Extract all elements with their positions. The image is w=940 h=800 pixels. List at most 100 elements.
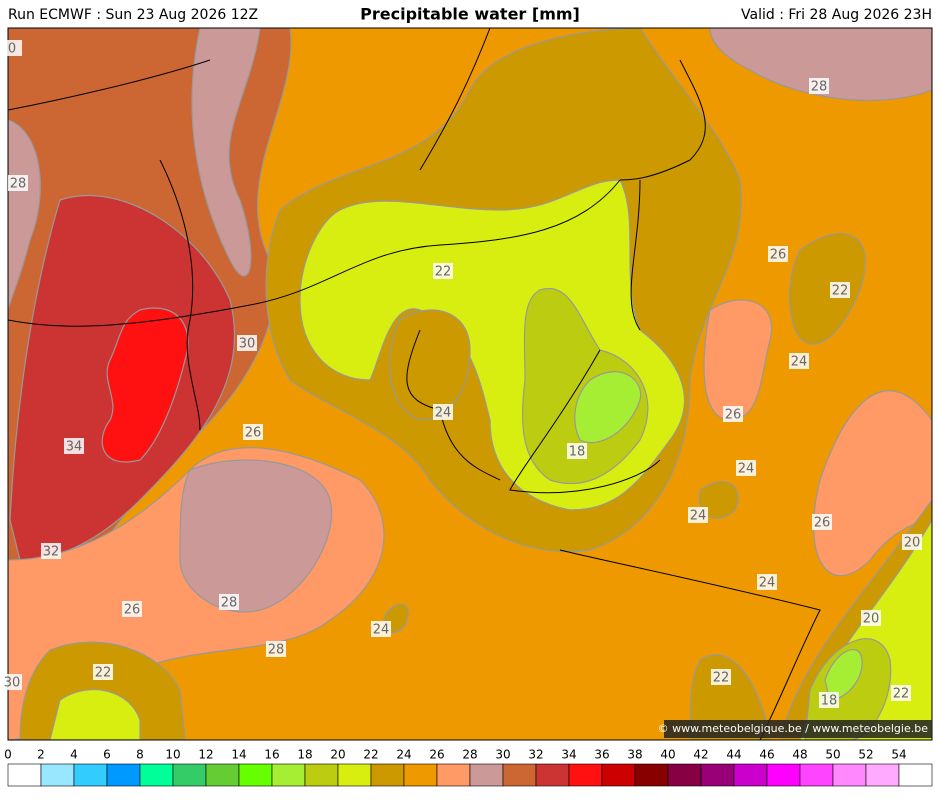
contour-label: 20 [904, 536, 921, 551]
contour-label: 22 [832, 284, 849, 299]
contour-label: 24 [690, 509, 707, 524]
contour-label: 30 [4, 676, 21, 691]
contour-label: 28 [221, 596, 238, 611]
color-swatch [337, 763, 372, 787]
colorbar: 0 2 4 6 8 10 12 14 16 18 20 22 24 26 28 30 32 34 36 38 40 42 4… [4, 748, 933, 787]
colorbar-tick-label: 32 [528, 748, 543, 762]
contour-label: 34 [66, 440, 83, 455]
color-swatch [700, 763, 735, 787]
colorbar-tick-label: 0 [4, 748, 12, 762]
map-title: Precipitable water [mm] [360, 5, 580, 24]
colorbar-tick-label: 42 [693, 748, 708, 762]
colorbar-tick-label: 50 [825, 748, 840, 762]
contour-label-box [567, 443, 587, 459]
color-swatch [469, 763, 504, 787]
contour-label-box [219, 594, 239, 610]
contour-label-box [789, 353, 809, 369]
contour-label-box [830, 282, 850, 298]
contour-label: 18 [569, 445, 586, 460]
colorbar-tick-label: 44 [726, 748, 741, 762]
contour-label-box [2, 674, 22, 690]
run-info: Run ECMWF : Sun 23 Aug 2026 12Z [8, 7, 258, 23]
contour-label-box [819, 692, 839, 708]
color-swatch [601, 763, 636, 787]
colorbar-tick-label: 10 [165, 748, 180, 762]
colorbar-tick-label: 46 [759, 748, 774, 762]
colorbar-tick-label: 48 [792, 748, 807, 762]
contour-label-box [902, 534, 922, 550]
color-swatch [898, 763, 933, 787]
contour-label-box [812, 514, 832, 530]
color-swatch [238, 763, 273, 787]
valid-time: Valid : Fri 28 Aug 2026 23H [741, 7, 932, 23]
contour-label-box [2, 40, 22, 56]
contour-label-box [433, 404, 453, 420]
color-swatch [733, 763, 768, 787]
contour-label: 24 [791, 355, 808, 370]
colorbar-tick-label: 24 [396, 748, 411, 762]
colorbar-tick-label: 20 [330, 748, 345, 762]
contour-label-box [122, 601, 142, 617]
contour-label: 26 [124, 603, 141, 618]
contour-labels: 0 28 28 22 26 22 30 24 24 26 26 34 18 24 24 26 20 32 24 28 2… [2, 40, 922, 709]
color-swatch [634, 763, 669, 787]
colorbar-tick-label: 54 [891, 748, 906, 762]
contour-label-box [723, 406, 743, 422]
contour-label: 24 [435, 406, 452, 421]
contour-label: 22 [713, 671, 730, 686]
contour-label-box [861, 610, 881, 626]
colorbar-tick-label: 30 [495, 748, 510, 762]
color-swatch [667, 763, 702, 787]
color-swatch [304, 763, 339, 787]
color-swatch [172, 763, 207, 787]
color-swatch [205, 763, 240, 787]
contour-label: 18 [821, 694, 838, 709]
contour-label-box [433, 263, 453, 279]
contour-label: 22 [95, 666, 112, 681]
colorbar-tick-label: 38 [627, 748, 642, 762]
color-swatch [799, 763, 834, 787]
contour-label: 28 [10, 177, 27, 192]
colorbar-tick-label: 18 [297, 748, 312, 762]
contour-label-box [757, 574, 777, 590]
contour-label-box [64, 438, 84, 454]
color-swatch [271, 763, 306, 787]
colorbar-tick-label: 34 [561, 748, 576, 762]
colorbar-tick-label: 2 [37, 748, 45, 762]
contour-label-box [237, 335, 257, 351]
colorbar-tick-label: 40 [660, 748, 675, 762]
contour-label: 26 [770, 248, 787, 263]
color-swatch [865, 763, 900, 787]
color-swatch [40, 763, 75, 787]
color-swatch [403, 763, 438, 787]
color-swatch [436, 763, 471, 787]
colorbar-tick-label: 28 [462, 748, 477, 762]
colorbar-tick-label: 22 [363, 748, 378, 762]
contour-label: 32 [43, 545, 60, 560]
contour-label-box [266, 641, 286, 657]
colorbar-tick-label: 14 [231, 748, 246, 762]
contour-label-box [809, 78, 829, 94]
contour-label: 26 [725, 408, 742, 423]
contour-label: 24 [759, 576, 776, 591]
color-swatch [568, 763, 603, 787]
contour-label-box [711, 669, 731, 685]
contour-label: 24 [738, 462, 755, 477]
contour-label: 26 [245, 426, 262, 441]
color-swatch [7, 763, 42, 787]
contour-label-box [8, 175, 28, 191]
colorbar-tick-label: 16 [264, 748, 279, 762]
contour-label: 22 [893, 687, 910, 702]
credit: © www.meteobelgique.be / www.meteobelgie… [658, 722, 929, 735]
map [8, 28, 932, 740]
contour-label-box [891, 685, 911, 701]
contour-label: 22 [435, 265, 452, 280]
contour-label-box [371, 621, 391, 637]
contour-label: 20 [863, 612, 880, 627]
color-swatch [832, 763, 867, 787]
contour-label-box [93, 664, 113, 680]
colorbar-tick-label: 12 [198, 748, 213, 762]
contour-label: 0 [8, 42, 16, 57]
colorbar-tick-label: 8 [136, 748, 144, 762]
